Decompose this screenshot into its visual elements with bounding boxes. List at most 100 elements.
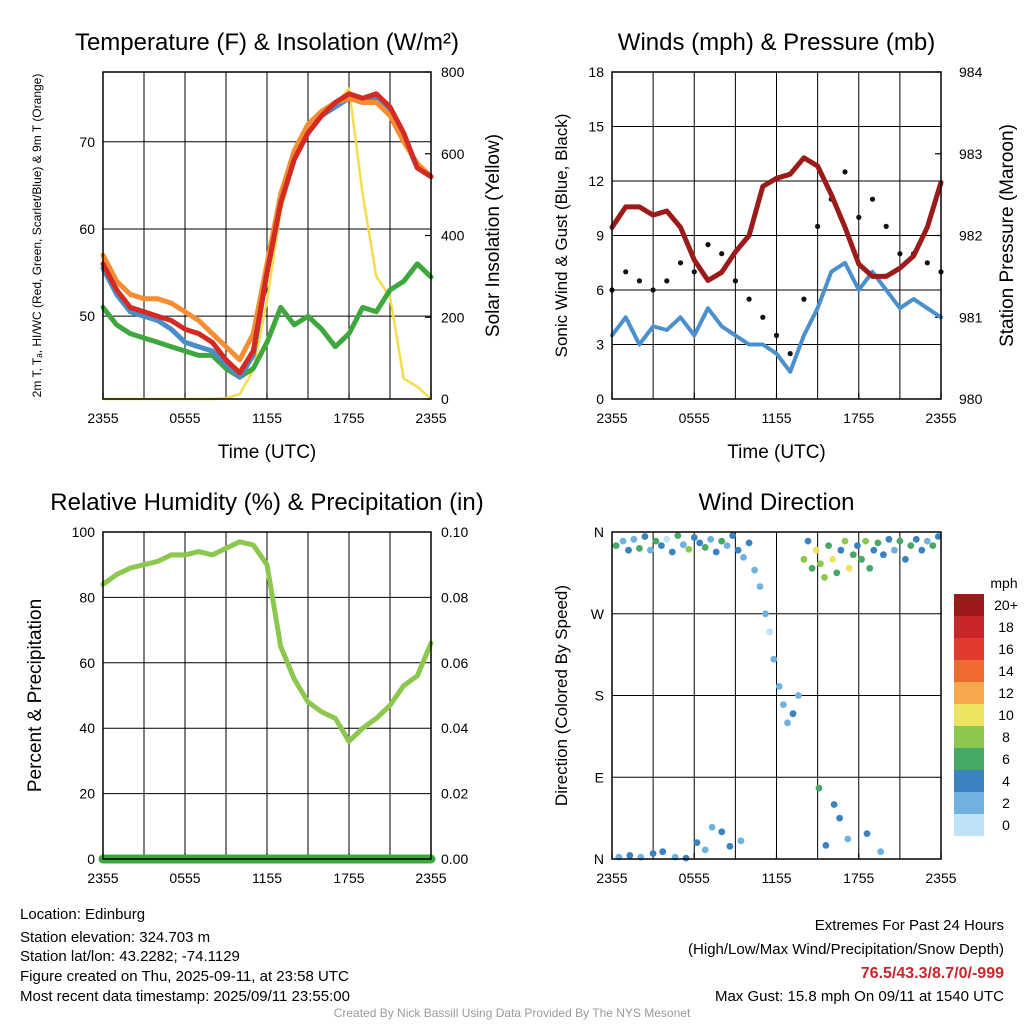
y2-tick-label: 984	[959, 64, 983, 80]
colorbar-label: 2	[1002, 795, 1010, 811]
y-tick-label: 15	[588, 119, 604, 135]
direction-point	[707, 535, 715, 543]
colorbar-swatch	[954, 704, 984, 726]
direction-point	[880, 551, 887, 559]
direction-point	[693, 839, 701, 846]
station-elevation: Station elevation: 324.703 m	[20, 929, 211, 946]
x-tick-label: 2355	[87, 410, 118, 426]
y-tick-label: 50	[79, 308, 95, 324]
x-tick-label: 2355	[596, 870, 627, 886]
y2-tick-label: 982	[959, 228, 983, 244]
y-axis-label: 2m T, Tₐ, HI/WC (Red, Green, Scarlet/Blu…	[30, 74, 44, 398]
direction-point	[659, 848, 667, 856]
gust-point	[623, 269, 629, 275]
direction-point	[641, 533, 649, 540]
direction-point	[612, 542, 620, 549]
direction-point	[780, 701, 787, 708]
x-tick-label: 1155	[761, 410, 791, 426]
gust-point	[842, 169, 848, 175]
direction-point	[808, 564, 816, 572]
y-tick-label: 40	[79, 720, 95, 736]
direction-point	[690, 534, 698, 541]
direction-point	[829, 555, 837, 563]
direction-point	[668, 548, 676, 556]
direction-point	[877, 848, 885, 856]
direction-point	[858, 555, 865, 563]
direction-point	[870, 546, 878, 554]
direction-point	[800, 555, 808, 563]
direction-point	[745, 539, 753, 547]
y-tick-label: 0	[87, 851, 95, 867]
direction-point	[658, 542, 665, 549]
y2-tick-label: 600	[441, 146, 465, 162]
colorbar-label: 6	[1002, 751, 1010, 767]
y-tick-label: 0	[596, 391, 604, 407]
direction-point	[625, 546, 632, 554]
colorbar-title: mph	[990, 575, 1017, 591]
colorbar-swatch	[954, 748, 984, 770]
gust-point	[705, 242, 711, 248]
direction-point	[766, 628, 773, 636]
y2-tick-label: 400	[441, 228, 465, 244]
x-tick-label: 1755	[843, 870, 874, 886]
gust-point	[664, 278, 670, 284]
direction-point	[836, 814, 843, 822]
direction-point	[652, 537, 660, 545]
station-latlon: Station lat/lon: 43.2282; -74.1129	[20, 948, 240, 965]
y-tick-label: 70	[79, 134, 95, 150]
direction-point	[708, 823, 716, 831]
direction-point	[866, 564, 874, 572]
direction-point	[854, 542, 861, 549]
colorbar-label: 12	[998, 685, 1014, 701]
colorbar-swatch	[954, 792, 984, 814]
y-tick-label: E	[595, 769, 604, 785]
direction-point	[804, 537, 812, 545]
direction-point	[762, 610, 769, 618]
x-tick-label: 2355	[415, 870, 446, 886]
y2-axis-label: Station Pressure (Maroon)	[997, 124, 1018, 347]
y-axis-label: Direction (Colored By Speed)	[552, 585, 571, 806]
x-axis-label: Time (UTC)	[218, 442, 317, 463]
extremes-title: Extremes For Past 24 Hours	[814, 917, 1004, 934]
gust-point	[897, 251, 903, 257]
direction-point	[815, 784, 823, 792]
direction-point	[682, 854, 690, 862]
direction-point	[718, 537, 726, 545]
direction-point	[685, 545, 693, 553]
gust-point	[691, 269, 697, 275]
direction-point	[696, 539, 704, 547]
x-tick-label: 1155	[252, 410, 282, 426]
direction-point	[756, 583, 764, 590]
direction-point	[775, 683, 783, 690]
direction-point	[751, 566, 758, 574]
direction-point	[929, 542, 937, 549]
direction-point	[934, 533, 942, 540]
x-tick-label: 2355	[596, 410, 627, 426]
direction-point	[701, 544, 709, 551]
y2-tick-label: 200	[441, 309, 465, 325]
y-tick-label: S	[595, 688, 604, 704]
colorbar-label: 18	[998, 619, 1014, 635]
direction-point	[723, 542, 731, 549]
x-tick-label: 1155	[252, 870, 282, 886]
gust-point	[677, 260, 684, 266]
recent-data-timestamp: Most recent data timestamp: 2025/09/11 2…	[20, 988, 350, 1005]
direction-point	[619, 537, 627, 545]
direction-point	[822, 842, 830, 849]
colorbar-swatch	[954, 770, 984, 792]
direction-point	[726, 842, 734, 850]
y-tick-label: 60	[79, 221, 95, 237]
gust-point	[815, 223, 821, 229]
x-tick-label: 1155	[761, 870, 791, 886]
y2-tick-label: 983	[959, 146, 983, 162]
gust-point	[883, 223, 889, 229]
direction-point	[837, 546, 845, 554]
series-line-sonic-wind	[610, 260, 943, 374]
direction-point	[626, 852, 634, 859]
y2-tick-label: 981	[959, 309, 983, 325]
y-tick-label: 9	[596, 228, 604, 244]
direction-point	[874, 539, 882, 547]
gust-point	[636, 278, 643, 284]
y2-tick-label: 0.04	[441, 720, 468, 736]
